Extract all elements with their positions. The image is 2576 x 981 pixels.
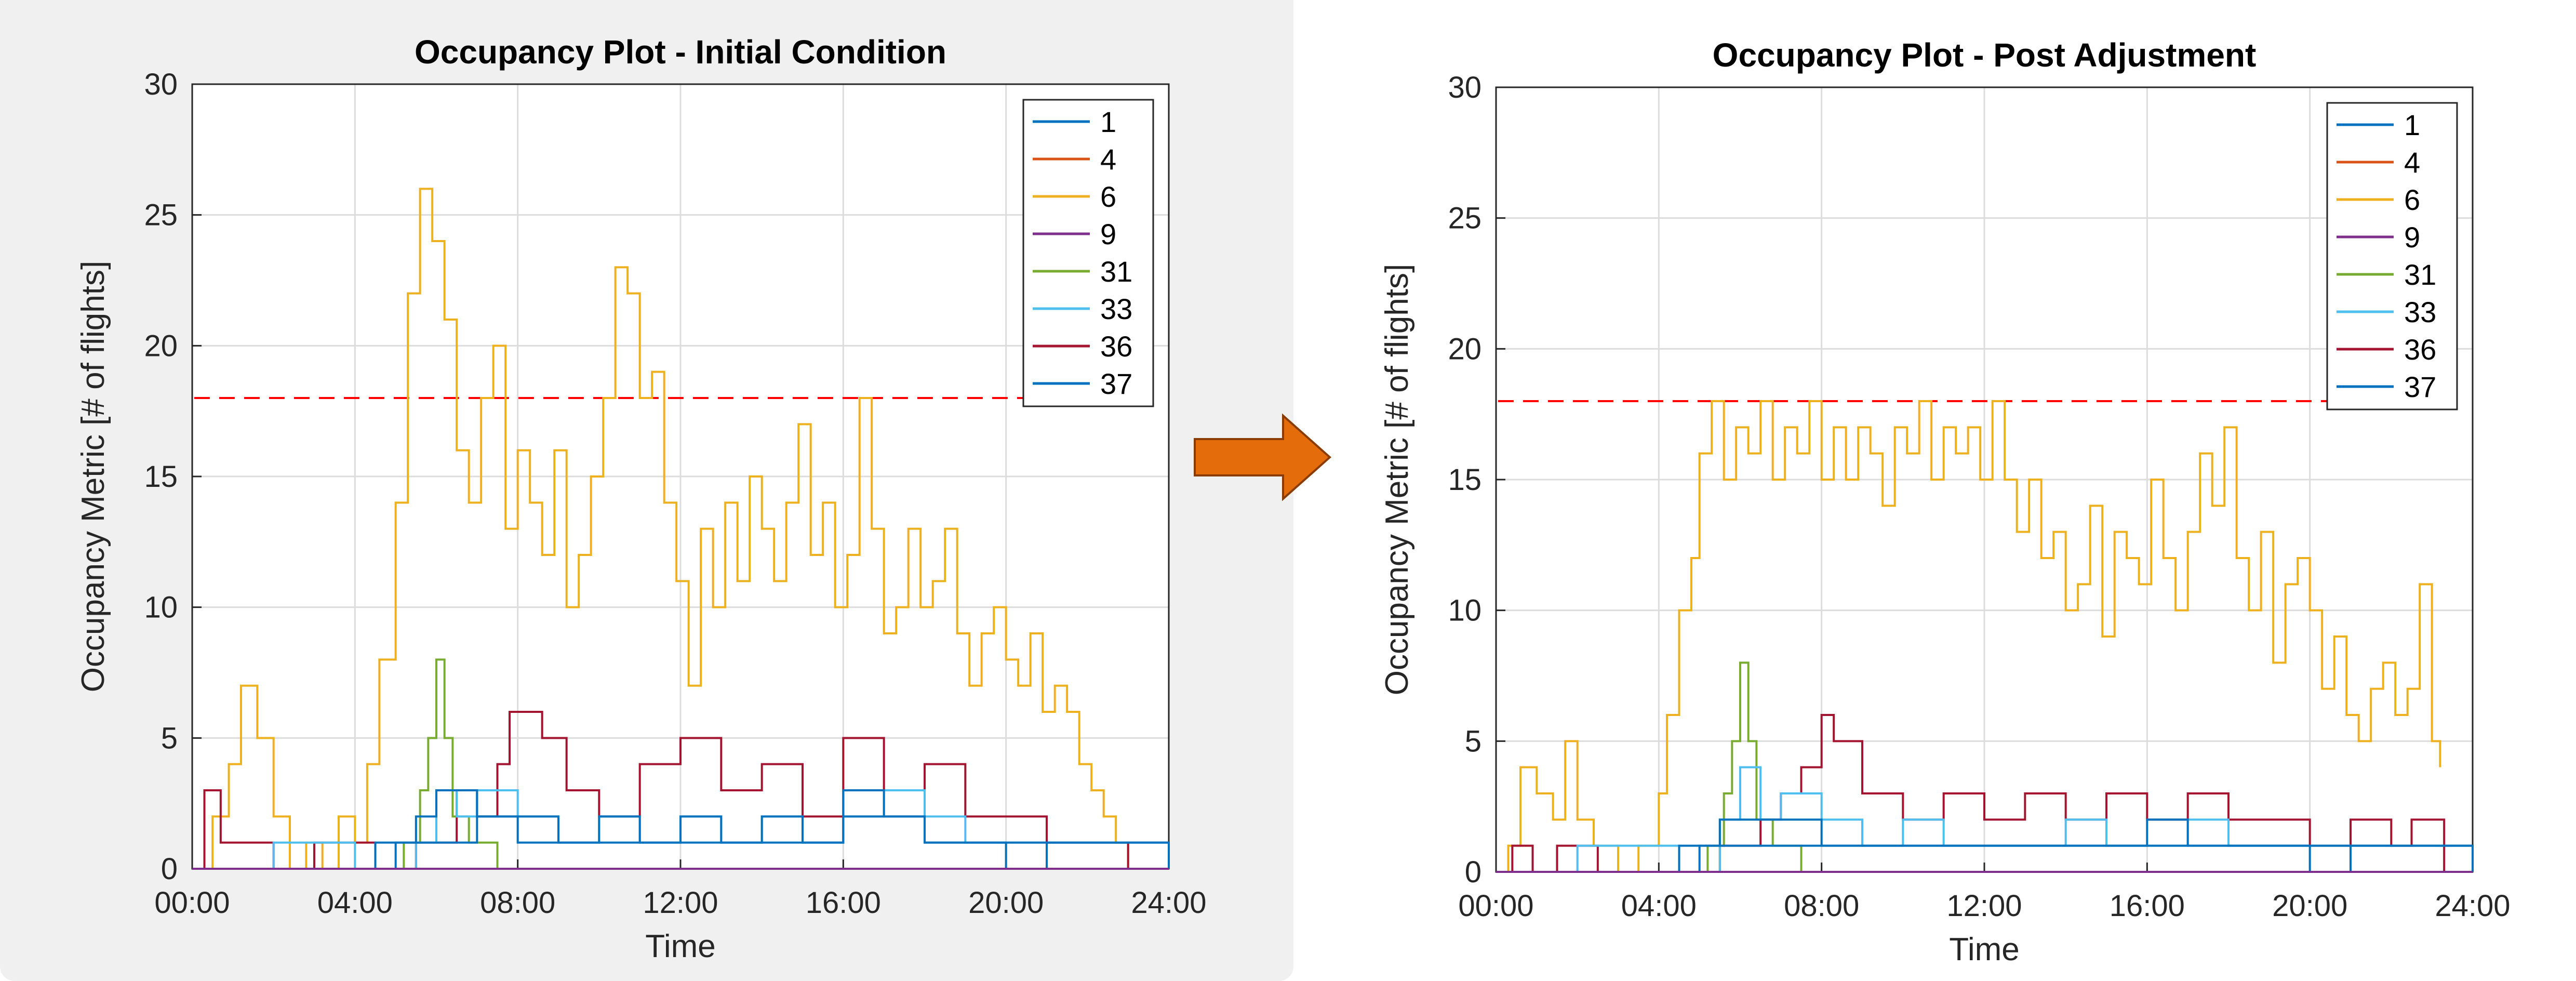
x-tick-label: 16:00	[806, 886, 881, 920]
legend-label: 6	[2404, 183, 2420, 216]
legend-label: 36	[1100, 330, 1132, 363]
chart-title: Occupancy Plot - Initial Condition	[415, 33, 946, 71]
y-axis-label: Occupancy Metric [# of flights]	[75, 261, 111, 692]
y-tick-label: 10	[144, 591, 178, 625]
chart-title: Occupancy Plot - Post Adjustment	[1713, 36, 2257, 74]
series-line-6	[192, 188, 1153, 870]
arrow-polygon	[1194, 413, 1332, 501]
x-tick-label: 24:00	[2435, 889, 2510, 923]
panel-post-adjustment: 00:00 04:00 08:00 12:00 16:00 20:00 24:00 0 5 10 1…	[1351, 0, 2576, 981]
series-line-1	[192, 789, 1170, 870]
legend-label: 6	[1100, 180, 1116, 213]
x-tick-label: 16:00	[2110, 889, 2185, 923]
series-group	[192, 188, 1170, 870]
legend-box	[1022, 99, 1154, 407]
legend-label: 36	[2404, 333, 2436, 366]
y-tick-label: 30	[144, 68, 178, 101]
y-tick-label: 25	[144, 198, 178, 232]
legend-label: 9	[1100, 218, 1116, 250]
x-tick-label: 04:00	[317, 886, 393, 920]
right-arrow-shape	[1194, 413, 1332, 501]
series-group	[1496, 400, 2474, 873]
x-tick-label: 24:00	[1131, 886, 1206, 920]
legend-label: 37	[1100, 367, 1132, 400]
x-tick-label: 08:00	[1784, 889, 1859, 923]
right-arrow-icon	[1194, 413, 1332, 501]
legend-label: 33	[1100, 293, 1132, 325]
x-tick-label: 12:00	[1946, 889, 2022, 923]
legend-label: 9	[2404, 221, 2420, 254]
y-tick-label: 20	[1448, 332, 1481, 366]
series-line-37	[192, 815, 1170, 870]
legend-box	[2326, 102, 2458, 410]
y-tick-label: 20	[144, 329, 178, 363]
y-tick-label: 15	[1448, 463, 1481, 497]
legend-label: 4	[2404, 146, 2420, 179]
x-tick-label: 08:00	[480, 886, 555, 920]
y-tick-label: 10	[1448, 594, 1481, 628]
series-line-6	[1496, 400, 2441, 873]
x-tick-label: 00:00	[154, 886, 230, 920]
legend-label: 33	[2404, 296, 2436, 328]
legend-label: 31	[1100, 255, 1132, 288]
legend-label: 1	[1100, 105, 1116, 138]
y-axis-label: Occupancy Metric [# of flights]	[1379, 264, 1415, 695]
y-tick-label: 0	[1465, 855, 1481, 889]
panel-initial-condition: 00:00 04:00 08:00 12:00 16:00 20:00 24:00 0 5 10 1…	[0, 0, 1293, 981]
x-tick-label: 04:00	[1621, 889, 1697, 923]
legend-label: 4	[1100, 143, 1116, 176]
x-tick-label: 20:00	[2272, 889, 2347, 923]
y-tick-label: 0	[161, 852, 178, 886]
y-tick-label: 5	[161, 721, 178, 755]
y-tick-label: 5	[1465, 724, 1481, 758]
legend: 1 4 6 9 31 33 36 37	[1022, 99, 1154, 407]
legend-label: 37	[2404, 370, 2436, 403]
x-axis-label: Time	[645, 929, 715, 964]
x-axis-label: Time	[1949, 932, 2019, 967]
legend: 1 4 6 9 31 33 36 37	[2326, 102, 2458, 410]
x-tick-label: 12:00	[643, 886, 718, 920]
series-line-37	[1496, 844, 2474, 873]
x-tick-label: 20:00	[968, 886, 1044, 920]
chart-post-adjustment: 00:00 04:00 08:00 12:00 16:00 20:00 24:00 0 5 10 1…	[1379, 36, 2511, 967]
y-tick-label: 25	[1448, 202, 1481, 235]
y-tick-label: 15	[144, 460, 178, 494]
legend-label: 31	[2404, 258, 2436, 291]
x-tick-label: 00:00	[1458, 889, 1533, 923]
chart-initial-condition: 00:00 04:00 08:00 12:00 16:00 20:00 24:00 0 5 10 1…	[75, 33, 1207, 964]
y-tick-label: 30	[1448, 71, 1481, 104]
legend-label: 1	[2404, 109, 2420, 141]
